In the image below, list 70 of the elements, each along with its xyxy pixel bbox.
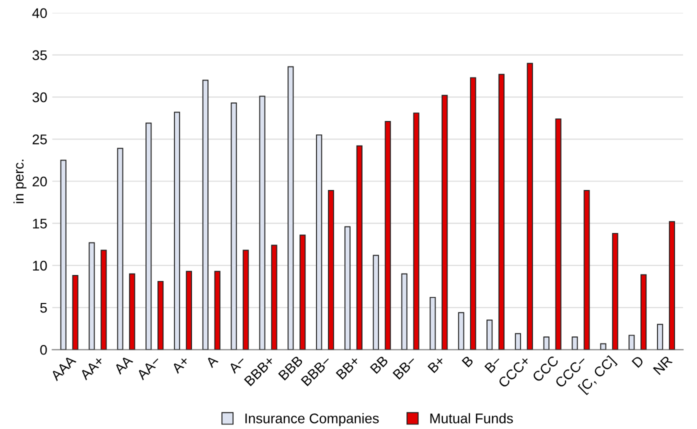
x-tick-label: B− (484, 355, 502, 374)
bar (328, 190, 334, 350)
y-tick-label: 5 (40, 303, 47, 313)
bar (214, 270, 220, 350)
bar (498, 74, 505, 350)
y-tick-label: 15 (33, 218, 47, 229)
y-tick-label: 20 (32, 176, 47, 186)
bar (186, 270, 192, 350)
bar (384, 120, 391, 350)
x-tick-label: B (462, 355, 474, 368)
bar (356, 145, 362, 350)
x-tick-label: B+ (428, 355, 446, 374)
bar (543, 336, 550, 350)
bar (628, 334, 635, 350)
x-tick-label: AA− (136, 355, 162, 380)
bar (242, 250, 249, 350)
bar (584, 190, 590, 350)
bar (117, 148, 124, 350)
bar (316, 134, 322, 350)
legend-label: Mutual Funds (430, 413, 513, 424)
x-tick-label: BB+ (336, 355, 360, 380)
x-tick-label: AA (113, 354, 134, 375)
bar (486, 320, 493, 350)
x-tick-label: A+ (171, 355, 190, 374)
y-tick-label: 35 (32, 50, 47, 60)
y-tick-label: 0 (40, 344, 47, 355)
y-tick-label: 40 (32, 8, 47, 18)
bar (129, 273, 136, 350)
bar (600, 343, 606, 350)
bar (288, 66, 294, 350)
bar (555, 118, 562, 350)
bar (372, 254, 379, 350)
bar (514, 333, 522, 350)
bar (442, 94, 448, 350)
bar (271, 244, 278, 350)
bar (572, 336, 578, 350)
bar (259, 96, 266, 350)
bar (146, 122, 152, 350)
x-tick-label: A (205, 354, 218, 368)
bar (300, 234, 306, 350)
x-tick-label: A− (228, 358, 244, 374)
bar (230, 102, 237, 350)
bar (612, 232, 618, 350)
legend-label: Insurance Companies (245, 413, 379, 426)
bar (458, 312, 464, 350)
bar (401, 273, 408, 350)
y-axis-title: in perc. (13, 160, 26, 204)
y-tick-label: 30 (32, 92, 47, 102)
bar (72, 275, 78, 350)
bar (60, 160, 66, 350)
bar (344, 226, 351, 350)
bar (526, 62, 533, 350)
bar (88, 242, 95, 350)
bar (640, 274, 647, 350)
bar (174, 112, 180, 350)
x-tick-label: BB (370, 355, 388, 374)
bar (157, 280, 164, 350)
bar (100, 250, 107, 350)
bar (668, 221, 676, 350)
y-tick-label: 25 (32, 134, 47, 144)
y-tick-label: 10 (33, 260, 47, 271)
bar (657, 324, 664, 350)
x-tick-label: AA+ (79, 355, 104, 380)
x-tick-label: NR (652, 355, 673, 375)
x-tick-label: BB− (392, 355, 417, 380)
bar (413, 112, 420, 350)
bar (430, 296, 436, 350)
bar (202, 80, 208, 350)
bar (470, 77, 476, 350)
x-tick-label: D (632, 355, 644, 368)
